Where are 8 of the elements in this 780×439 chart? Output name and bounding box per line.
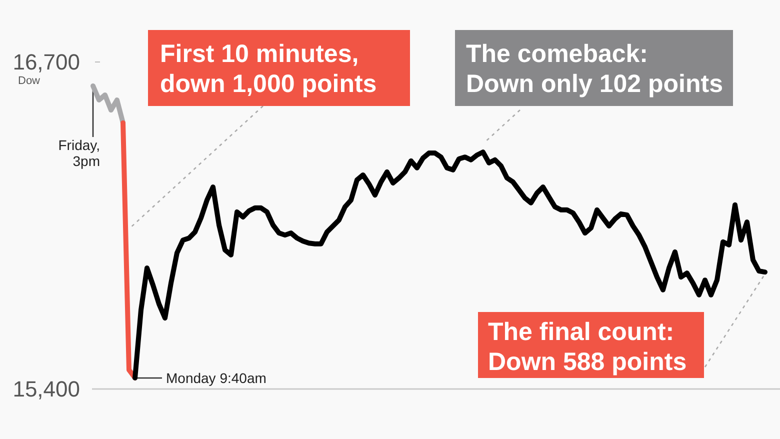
annotation: First 10 minutes, down 1,000 points (160, 40, 377, 98)
y-tick-label: 16,700 (12, 50, 80, 75)
annotation: Friday, 3pm (58, 137, 100, 169)
y-tick-label: 15,400 (12, 376, 80, 402)
annotation: The comeback: Down only 102 points (466, 40, 723, 98)
annotation: The final count: Down 588 points (488, 318, 687, 376)
y-axis-title: Dow (18, 75, 40, 87)
annotation: Monday 9:40am (166, 370, 266, 386)
